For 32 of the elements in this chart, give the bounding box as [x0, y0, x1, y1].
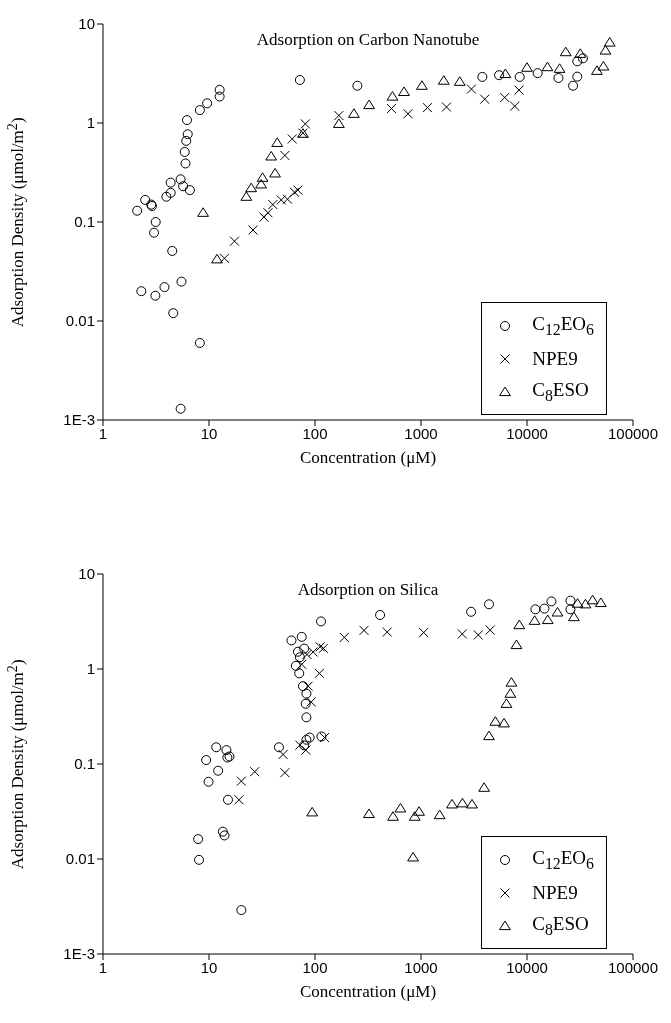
y-tick-label: 0.1 — [74, 755, 95, 773]
x-tick-label: 100 — [302, 424, 328, 442]
x-tick-label: 1 — [98, 424, 108, 442]
x-tick-label: 1000 — [404, 424, 438, 442]
legend-label: C$_{8}$ESO — [532, 378, 589, 405]
legend-label: C$_{12}$EO$_{6}$ — [532, 312, 594, 339]
legend-label: C$_{8}$ESO — [532, 912, 589, 939]
chart-title: Adsorption on Carbon Nanotube — [255, 30, 481, 50]
y-tick-label: 10 — [78, 15, 95, 33]
x-tick-label: 1000 — [404, 958, 438, 976]
x-tick-label: 10000 — [506, 958, 548, 976]
y-tick-label: 1E-3 — [63, 945, 95, 963]
chart-title: Adsorption on Silica — [296, 580, 440, 600]
x-tick-label: 1 — [98, 958, 108, 976]
x-axis-title: Concentration (μM) — [298, 448, 438, 468]
x-tick-label: 10000 — [506, 424, 548, 442]
x-tick-label: 10 — [200, 424, 218, 442]
y-tick-label: 0.1 — [74, 213, 95, 231]
y-tick-label: 1E-3 — [63, 411, 95, 429]
y-tick-label: 1 — [86, 660, 95, 678]
y-tick-label: 10 — [78, 565, 95, 583]
x-tick-label: 10 — [200, 958, 218, 976]
y-tick-label: 0.01 — [65, 850, 95, 868]
y-tick-label: 1 — [86, 114, 95, 132]
x-tick-label: 100000 — [607, 424, 659, 442]
x-axis-title: Concentration (μM) — [298, 982, 438, 1002]
legend-label: NPE9 — [532, 347, 578, 370]
legend-label: NPE9 — [532, 881, 578, 904]
x-tick-label: 100 — [302, 958, 328, 976]
legend-label: C$_{12}$EO$_{6}$ — [532, 846, 594, 873]
x-tick-label: 100000 — [607, 958, 659, 976]
y-tick-label: 0.01 — [65, 312, 95, 330]
